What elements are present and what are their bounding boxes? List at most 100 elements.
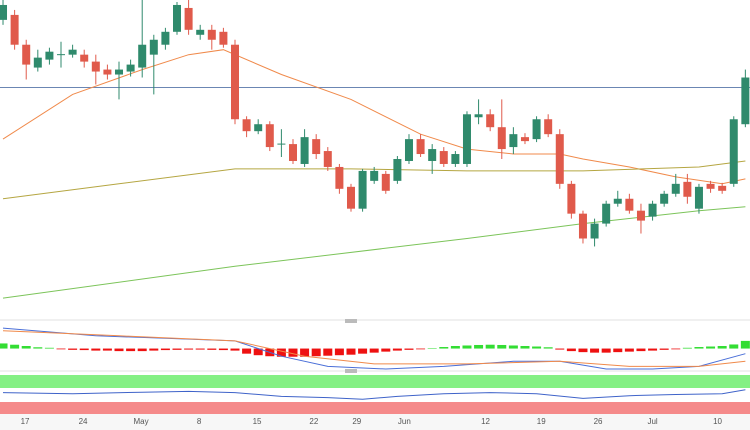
histogram-bar	[172, 348, 182, 350]
histogram-bar	[404, 348, 414, 350]
candle-body	[555, 134, 564, 184]
histogram-bar	[671, 348, 681, 350]
candle-body	[68, 49, 77, 55]
x-tick-label: 15	[253, 417, 262, 426]
candle-body	[335, 166, 344, 189]
candle-body	[439, 151, 448, 164]
histogram-bar	[520, 346, 530, 349]
candle-body	[91, 61, 100, 72]
candle-body	[729, 119, 738, 184]
candle-body	[567, 183, 576, 214]
histogram-bar	[566, 348, 576, 352]
candle-body	[683, 181, 692, 197]
panel-grip[interactable]	[345, 369, 357, 373]
overbought-band	[0, 375, 750, 388]
histogram-bar	[311, 348, 321, 357]
candle-body	[207, 29, 216, 40]
candle-body	[300, 137, 309, 164]
candle-body	[428, 149, 437, 161]
candle-body	[370, 170, 379, 181]
histogram-bar	[288, 348, 298, 357]
histogram-bar	[137, 348, 147, 352]
histogram-bar	[416, 348, 426, 350]
histogram-bar	[230, 348, 240, 351]
x-tick-label: 8	[197, 417, 202, 426]
candle-body	[173, 4, 182, 32]
histogram-bar	[485, 344, 495, 349]
histogram-bar	[207, 348, 217, 350]
candle-body	[532, 119, 541, 140]
candle-body	[625, 198, 634, 211]
candle-body	[219, 31, 228, 45]
histogram-bar	[79, 348, 89, 351]
histogram-bar	[369, 348, 379, 353]
histogram-bar	[508, 345, 518, 349]
histogram-bar	[590, 348, 600, 353]
histogram-bar	[195, 348, 205, 350]
histogram-bar	[694, 347, 704, 349]
candle-body	[462, 114, 471, 164]
histogram-bar	[276, 348, 286, 357]
candle-body	[706, 183, 715, 189]
histogram-bar	[21, 346, 31, 349]
candle-body	[242, 119, 251, 132]
histogram-bar	[253, 348, 263, 356]
candle-body	[288, 144, 297, 161]
histogram-bar	[323, 348, 333, 356]
indicator-line	[2, 330, 746, 367]
histogram-bar	[218, 348, 228, 351]
histogram-bar	[624, 348, 634, 352]
histogram-bar	[114, 348, 124, 352]
oversold-band	[0, 402, 750, 414]
indicator-line	[2, 160, 746, 200]
candle-body	[544, 119, 553, 135]
x-tick-label: 26	[594, 417, 603, 426]
candle-body	[0, 4, 8, 20]
candle-body	[451, 154, 460, 164]
histogram-bar	[706, 346, 716, 349]
histogram-bar	[740, 340, 750, 349]
histogram-bar	[160, 348, 170, 351]
histogram-bar	[462, 345, 472, 349]
histogram-bar	[242, 348, 252, 354]
panel-grip[interactable]	[345, 319, 357, 323]
candle-body	[718, 185, 727, 191]
x-tick-label: May	[133, 417, 148, 426]
histogram-bar	[33, 347, 43, 349]
histogram-bar	[450, 346, 460, 349]
histogram-bar	[334, 348, 344, 356]
candle-body	[613, 198, 622, 204]
histogram-bar	[392, 348, 402, 351]
candle-body	[416, 139, 425, 155]
candle-body	[312, 139, 321, 155]
histogram-bar	[102, 348, 112, 351]
candle-body	[161, 31, 170, 45]
x-axis-band	[0, 414, 750, 430]
histogram-bar	[648, 348, 658, 351]
candle-body	[474, 114, 483, 118]
candle-body	[671, 183, 680, 194]
histogram-bar	[68, 348, 78, 350]
indicator-line	[2, 389, 746, 400]
candle-body	[358, 170, 367, 209]
candle-body	[590, 223, 599, 239]
x-tick-label: 29	[352, 417, 361, 426]
histogram-bar	[682, 347, 692, 349]
indicator-line	[2, 206, 746, 299]
histogram-bar	[636, 348, 646, 352]
histogram-bar	[381, 348, 391, 352]
histogram-bar	[555, 348, 565, 350]
candle-body	[393, 159, 402, 181]
x-tick-label: Jun	[398, 417, 411, 426]
histogram-bar	[427, 348, 437, 349]
candle-body	[741, 77, 750, 125]
histogram-bar	[474, 344, 484, 349]
x-tick-label: 10	[713, 417, 722, 426]
candle-body	[196, 29, 205, 35]
indicator-line	[2, 49, 746, 185]
histogram-bar	[532, 346, 542, 349]
histogram-bar	[10, 344, 20, 349]
candle-body	[138, 44, 147, 68]
